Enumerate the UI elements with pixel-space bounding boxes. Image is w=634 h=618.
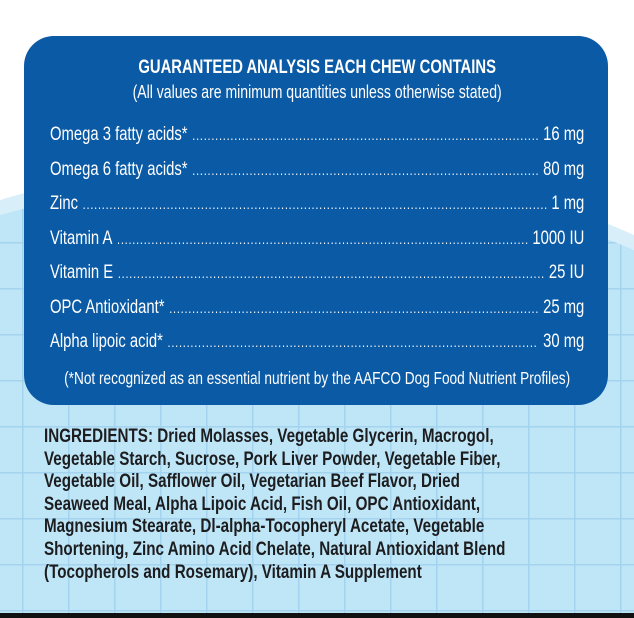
nutrient-name: Alpha lipoic acid* xyxy=(50,331,163,352)
ingredients-line: Seaweed Meal, Alpha Lipoic Acid, Fish Oi… xyxy=(44,492,481,515)
nutrient-value: 1000 IU xyxy=(532,227,585,249)
nutrient-value: 25 mg xyxy=(543,296,585,318)
dot-leader xyxy=(83,187,547,222)
nutrient-value: 80 mg xyxy=(543,158,585,180)
dot-leader xyxy=(118,256,544,291)
nutrient-value: 1 mg xyxy=(551,193,585,214)
dot-leader xyxy=(169,291,538,326)
nutrient-row: Zinc 1 mg xyxy=(50,187,584,222)
nutrient-value: 30 mg xyxy=(543,331,585,352)
analysis-footnote: (*Not recognized as an essential nutrien… xyxy=(64,367,571,388)
dot-leader xyxy=(192,118,538,153)
nutrient-value: 16 mg xyxy=(543,124,585,145)
ingredients-line: Shortening, Zinc Amino Acid Chelate, Nat… xyxy=(44,537,506,560)
dot-leader xyxy=(192,153,538,188)
ingredients-line: Vegetable Oil, Safflower Oil, Vegetarian… xyxy=(44,470,460,493)
nutrient-row: Vitamin A 1000 IU xyxy=(50,222,584,257)
nutrient-name: Omega 6 fatty acids* xyxy=(50,158,188,180)
nutrient-value: 25 IU xyxy=(548,262,585,283)
ingredients-line: Vegetable Starch, Sucrose, Pork Liver Po… xyxy=(44,447,501,470)
guaranteed-analysis-panel: GUARANTEED ANALYSIS EACH CHEW CONTAINS (… xyxy=(24,36,608,405)
ingredients-line: INGREDIENTS: Dried Molasses, Vegetable G… xyxy=(44,425,494,447)
nutrient-name: Zinc xyxy=(50,193,79,214)
ingredients-line: Magnesium Stearate, Dl-alpha-Tocopheryl … xyxy=(44,515,485,538)
nutrient-name: Omega 3 fatty acids* xyxy=(50,124,188,145)
nutrient-name: Vitamin A xyxy=(50,227,113,249)
nutrient-name: OPC Antioxidant* xyxy=(50,296,165,318)
nutrient-row: Omega 3 fatty acids* 16 mg xyxy=(50,118,584,153)
nutrient-row: Omega 6 fatty acids* 80 mg xyxy=(50,153,584,188)
ingredients-line: (Tocopherols and Rosemary), Vitamin A Su… xyxy=(44,560,422,583)
analysis-subtitle: (All values are minimum quantities unles… xyxy=(132,82,502,102)
dot-leader xyxy=(168,325,539,360)
ingredients-list: INGREDIENTS: Dried Molasses, Vegetable G… xyxy=(44,425,613,583)
nutrient-name: Vitamin E xyxy=(50,262,114,283)
dot-leader xyxy=(117,222,528,257)
bottom-border xyxy=(0,613,634,618)
nutrient-row: Alpha lipoic acid* 30 mg xyxy=(50,325,584,360)
analysis-title: GUARANTEED ANALYSIS EACH CHEW CONTAINS xyxy=(138,57,496,78)
nutrient-row: Vitamin E 25 IU xyxy=(50,256,584,291)
nutrient-row: OPC Antioxidant* 25 mg xyxy=(50,291,584,326)
